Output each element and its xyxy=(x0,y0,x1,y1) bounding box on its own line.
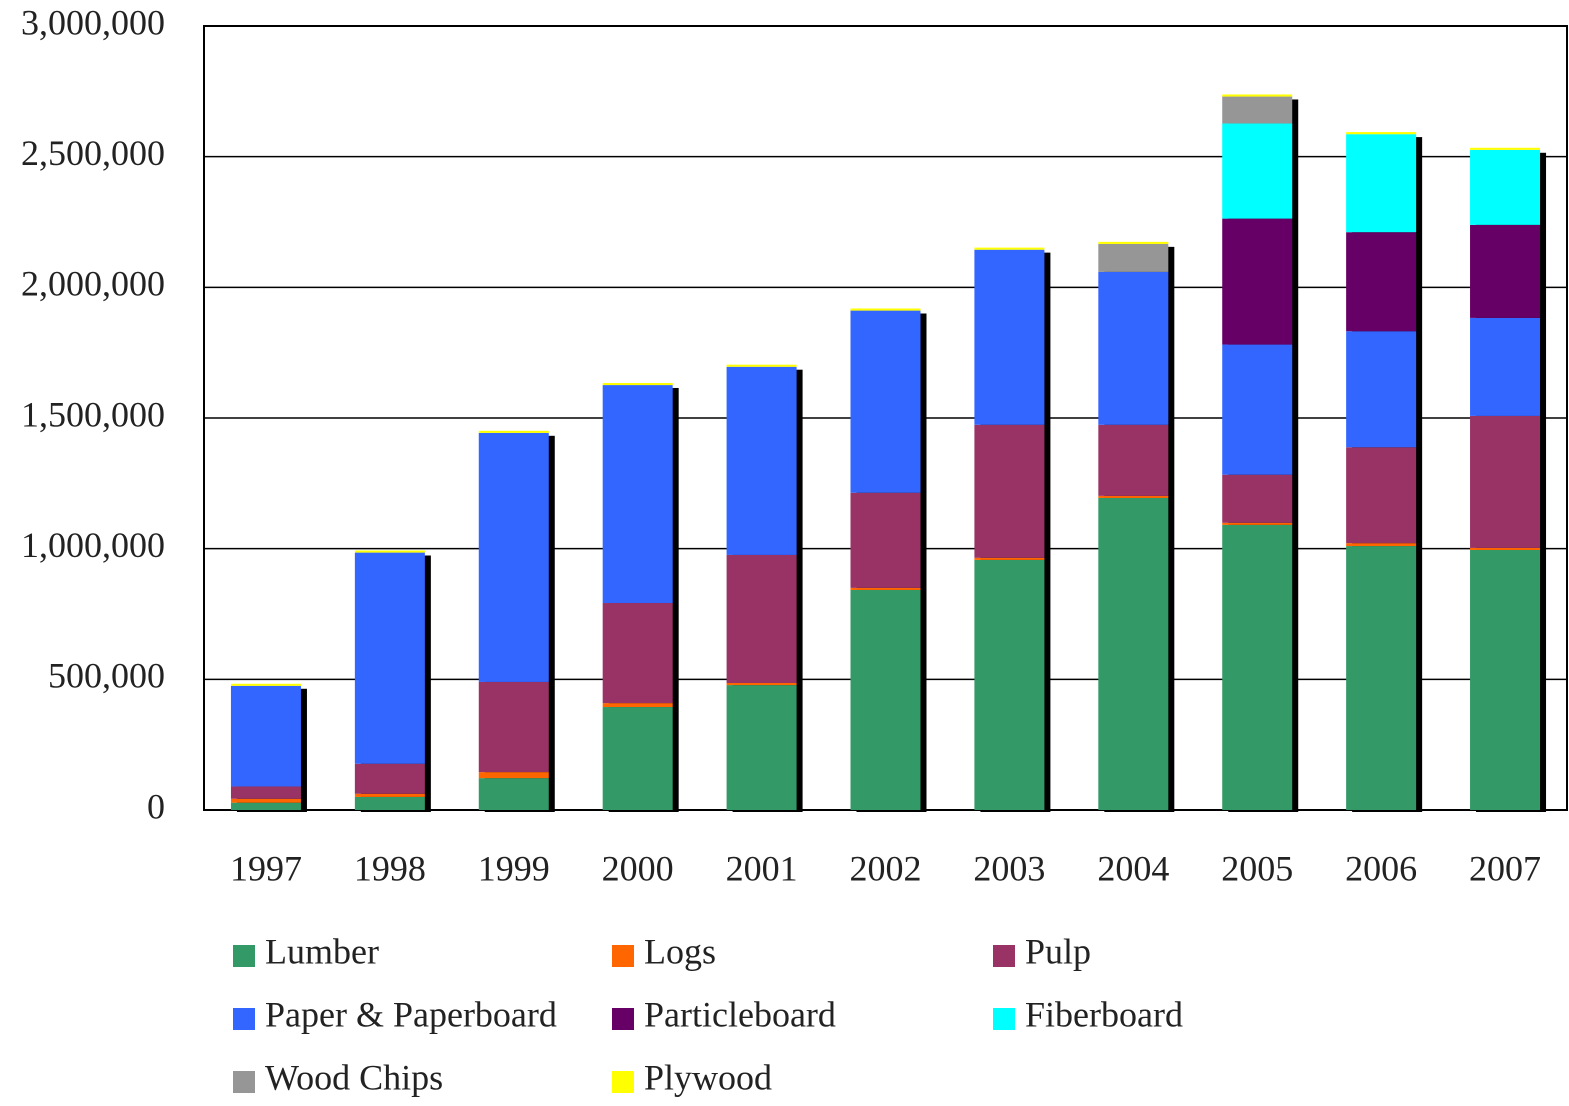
x-tick-label: 2004 xyxy=(1097,848,1169,888)
x-tick-label: 1997 xyxy=(230,848,302,888)
bar-segment xyxy=(1346,132,1417,135)
bar-segment xyxy=(1098,495,1169,498)
bar-segment xyxy=(1346,134,1417,233)
y-tick-label: 3,000,000 xyxy=(21,2,165,42)
bar-segment xyxy=(354,550,425,553)
legend-label: Plywood xyxy=(644,1057,772,1097)
bar-segment xyxy=(602,603,673,704)
bar-segment xyxy=(1346,447,1417,544)
bar-segment xyxy=(354,793,425,797)
x-tick-label: 2002 xyxy=(850,848,922,888)
y-tick-label: 0 xyxy=(147,786,165,826)
bar-segment xyxy=(602,707,673,810)
x-tick-label: 1998 xyxy=(354,848,426,888)
legend-swatch xyxy=(233,1008,255,1030)
legend-swatch xyxy=(993,945,1015,967)
bar-segment xyxy=(1470,147,1541,150)
bar-segment xyxy=(1222,344,1293,475)
y-tick-label: 500,000 xyxy=(48,656,165,696)
bar-segment xyxy=(1098,497,1169,810)
bar-segment xyxy=(1470,549,1541,810)
legend-swatch xyxy=(233,945,255,967)
x-tick-label: 2001 xyxy=(726,848,798,888)
bar-segment xyxy=(974,249,1045,425)
bar-segment xyxy=(354,763,425,794)
bar-segment xyxy=(850,492,921,588)
x-tick-label: 2003 xyxy=(973,848,1045,888)
legend-label: Particleboard xyxy=(644,994,836,1034)
bar-segment xyxy=(478,432,549,682)
x-tick-label: 1999 xyxy=(478,848,550,888)
bar-segment xyxy=(230,683,301,686)
bar-segment xyxy=(1470,317,1541,416)
bar-segment xyxy=(850,589,921,810)
x-tick-label: 2006 xyxy=(1345,848,1417,888)
legend-swatch xyxy=(233,1071,255,1093)
bar-segment xyxy=(1222,123,1293,219)
bar-segment xyxy=(1470,415,1541,548)
legend-label: Lumber xyxy=(265,931,379,971)
legend-label: Wood Chips xyxy=(265,1057,443,1097)
bar-segment xyxy=(1222,522,1293,525)
bar-segment xyxy=(230,685,301,787)
legend-label: Logs xyxy=(644,931,716,971)
bar-segment xyxy=(1346,331,1417,448)
bar-segment xyxy=(974,247,1045,250)
bar-segment xyxy=(1470,547,1541,550)
y-tick-label: 1,500,000 xyxy=(21,394,165,434)
bar-segment xyxy=(1346,543,1417,547)
bar-segment xyxy=(1346,232,1417,332)
bar-segment xyxy=(850,308,921,311)
bar-segment xyxy=(1222,96,1293,124)
bar-segment xyxy=(478,681,549,773)
legend-label: Fiberboard xyxy=(1025,994,1183,1034)
y-tick-label: 2,000,000 xyxy=(21,264,165,304)
bar-segment xyxy=(602,385,673,604)
bar-segment xyxy=(726,364,797,367)
bar-segment xyxy=(230,786,301,799)
bar-segment xyxy=(850,587,921,590)
bar-segment xyxy=(478,430,549,433)
bar-segment xyxy=(1098,241,1169,244)
bar-segment xyxy=(1222,474,1293,523)
bar-segment xyxy=(1222,524,1293,810)
bar-segment xyxy=(602,382,673,386)
bar-segment xyxy=(726,685,797,810)
bar-segment xyxy=(726,554,797,683)
bar-segment xyxy=(974,424,1045,558)
bar-segment xyxy=(974,559,1045,810)
bar-segment xyxy=(354,796,425,810)
bar-segment xyxy=(354,552,425,764)
bar-segment xyxy=(1470,224,1541,318)
bar-segment xyxy=(1470,149,1541,225)
bar-segment xyxy=(602,703,673,708)
bar-segment xyxy=(230,802,301,810)
bar-segment xyxy=(1222,94,1293,97)
legend-label: Pulp xyxy=(1025,931,1091,971)
legend-swatch xyxy=(612,945,634,967)
bar-segment xyxy=(726,366,797,555)
bar-segment xyxy=(974,557,1045,560)
bar-segment xyxy=(1346,546,1417,810)
bar-segment xyxy=(478,772,549,779)
bar-segment xyxy=(850,310,921,493)
legend-swatch xyxy=(993,1008,1015,1030)
bar-segment xyxy=(230,798,301,803)
bar-segment xyxy=(726,682,797,686)
y-tick-label: 2,500,000 xyxy=(21,133,165,173)
bar-segment xyxy=(1098,424,1169,496)
bar-segment xyxy=(1222,218,1293,345)
x-tick-label: 2005 xyxy=(1221,848,1293,888)
bar-segment xyxy=(478,778,549,810)
x-tick-label: 2007 xyxy=(1469,848,1541,888)
legend-swatch xyxy=(612,1071,634,1093)
bar-segment xyxy=(1098,271,1169,425)
bar-segment xyxy=(1098,243,1169,272)
y-tick-label: 1,000,000 xyxy=(21,525,165,565)
x-tick-label: 2000 xyxy=(602,848,674,888)
legend-swatch xyxy=(612,1008,634,1030)
legend-label: Paper & Paperboard xyxy=(265,994,557,1034)
